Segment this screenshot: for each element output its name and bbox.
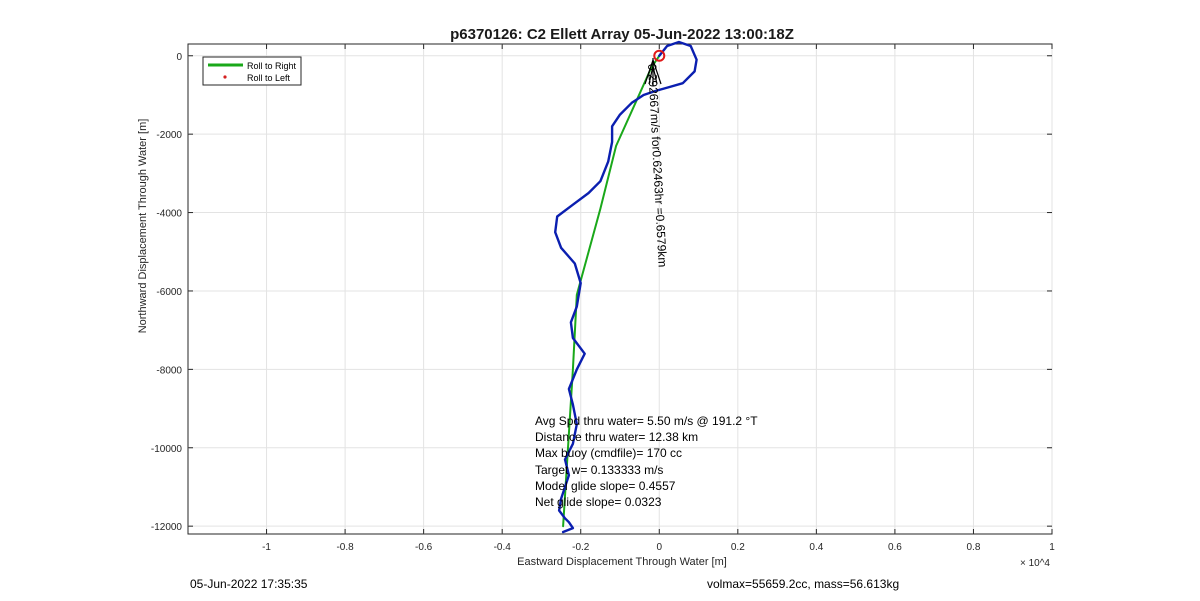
y-tick-label: 0 [176,52,182,63]
y-tick-label: -10000 [151,444,183,455]
chart-title: p6370126: C2 Ellett Array 05-Jun-2022 13… [450,26,794,43]
legend-roll-left-label: Roll to Left [247,73,291,83]
x-tick-label: 0.6 [888,542,902,553]
stat-target-w: Target w= 0.133333 m/s [535,463,663,477]
x-tick-label: -0.6 [415,542,433,553]
series-line-roll-right [562,54,661,528]
y-axis-label: Northward Displacement Through Water [m] [137,119,149,334]
x-tick-label: 0.8 [967,542,981,553]
stat-distance: Distance thru water= 12.38 km [535,430,698,444]
legend-roll-left-swatch [223,75,227,79]
y-tick-label: -12000 [151,522,183,533]
legend-box [202,56,302,86]
x-tick-label: 0.2 [731,542,745,553]
x-axis-label: Eastward Displacement Through Water [m] [517,556,727,568]
y-tick-label: -4000 [156,209,182,220]
plot-area: -1 -0.8 -0.6 -0.4 -0.2 0 0.2 0.4 0.6 0.8 1 0 -2000 -4… [151,40,1055,553]
x-exponent-label: × 10^4 [1020,558,1050,569]
x-tick-label: -0.4 [494,542,512,553]
stat-max-buoy: Max buoy (cmdfile)= 170 cc [535,446,682,460]
stat-net-glide-slope: Net glide slope= 0.0323 [535,495,662,509]
data-series [554,40,698,534]
start-marker-layer [653,49,666,62]
stat-avg-speed: Avg Spd thru water= 5.50 m/s @ 191.2 °T [535,414,758,428]
y-tick-label: -8000 [156,365,182,376]
axes-box [187,43,1053,535]
legend: Roll to Right Roll to Left [202,56,302,86]
footer-volume-mass: volmax=55659.2cc, mass=56.613kg [707,577,900,591]
grid [188,44,1053,534]
stat-model-glide-slope: Model glide slope= 0.4557 [535,479,676,493]
legend-roll-right-label: Roll to Right [247,61,297,71]
axis-ticks: -1 -0.8 -0.6 -0.4 -0.2 0 0.2 0.4 0.6 0.8 1 0 -2000 -4… [151,44,1055,553]
y-tick-label: -6000 [156,287,182,298]
vector-arrow-head [644,58,662,85]
start-marker [653,49,666,62]
x-tick-label: 0 [656,542,662,553]
stats-block: Avg Spd thru water= 5.50 m/s @ 191.2 °T … [535,414,758,509]
x-tick-label: -0.8 [336,542,354,553]
series-line-track [554,40,698,534]
footer-timestamp: 05-Jun-2022 17:35:35 [190,577,308,591]
x-tick-label: 0.4 [809,542,823,553]
x-tick-label: -1 [262,542,271,553]
x-tick-label: -0.2 [572,542,590,553]
y-tick-label: -2000 [156,130,182,141]
x-tick-label: 1 [1049,542,1055,553]
